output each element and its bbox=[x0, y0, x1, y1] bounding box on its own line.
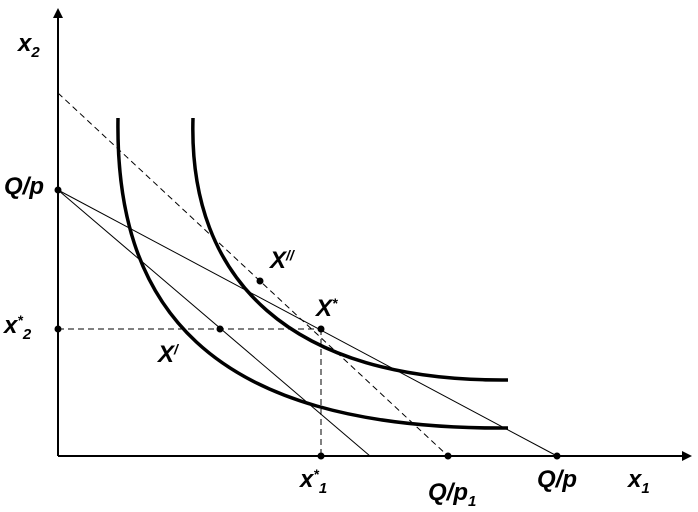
indifference-curve-high bbox=[191, 117, 509, 382]
y-intercept-label: Q/p bbox=[4, 173, 44, 200]
indifference-curve-low bbox=[116, 117, 509, 430]
point-x-prime bbox=[216, 325, 224, 333]
budget-line-original bbox=[57, 189, 558, 457]
point-shifted-intercept bbox=[444, 452, 452, 460]
x-intercept-label: Q/p bbox=[537, 466, 577, 493]
budget-line-new bbox=[57, 189, 371, 457]
point-y-intercept bbox=[54, 186, 62, 194]
shifted-intercept-label: Q/p1 bbox=[428, 479, 476, 510]
point-x-prime-label: X/ bbox=[156, 341, 180, 368]
optimum-x-label: x*1 bbox=[298, 466, 327, 497]
point-x-double-prime bbox=[256, 277, 264, 285]
point-x-intercept bbox=[553, 452, 561, 460]
point-x-star-label: X* bbox=[314, 295, 338, 322]
axis-y-label: x2 bbox=[16, 30, 40, 61]
point-x-double-prime-label: X// bbox=[268, 247, 296, 274]
axis-x-label: x1 bbox=[626, 466, 650, 497]
point-optimum-y bbox=[54, 325, 62, 333]
point-x-star bbox=[317, 325, 325, 333]
point-optimum-x bbox=[317, 452, 325, 460]
budget-line-compensated bbox=[57, 92, 449, 457]
optimum-y-label: x*2 bbox=[2, 312, 32, 343]
